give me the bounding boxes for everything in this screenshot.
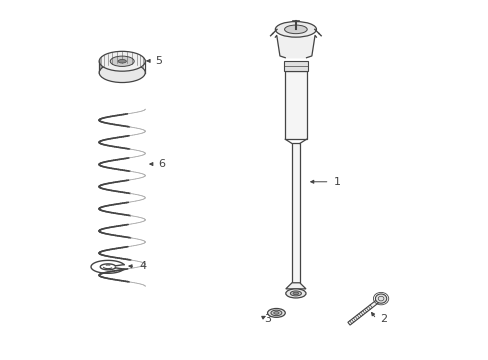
Ellipse shape [375, 294, 386, 303]
Ellipse shape [110, 56, 134, 67]
Ellipse shape [99, 51, 145, 71]
Text: 2: 2 [380, 314, 387, 324]
Text: 3: 3 [264, 314, 270, 324]
Polygon shape [347, 297, 382, 325]
Text: 6: 6 [158, 159, 165, 169]
Ellipse shape [284, 25, 306, 33]
Ellipse shape [285, 289, 305, 298]
Ellipse shape [99, 63, 145, 82]
Ellipse shape [290, 291, 301, 296]
Ellipse shape [267, 309, 285, 318]
Polygon shape [285, 283, 305, 289]
Polygon shape [285, 71, 306, 139]
Text: 5: 5 [155, 56, 162, 66]
Polygon shape [291, 144, 299, 283]
Ellipse shape [273, 312, 279, 314]
Ellipse shape [118, 59, 126, 63]
Text: 1: 1 [333, 177, 340, 187]
FancyBboxPatch shape [283, 61, 307, 71]
Ellipse shape [275, 22, 316, 37]
Ellipse shape [270, 310, 281, 316]
Ellipse shape [292, 292, 298, 295]
Text: 4: 4 [139, 261, 146, 271]
Polygon shape [275, 35, 316, 58]
